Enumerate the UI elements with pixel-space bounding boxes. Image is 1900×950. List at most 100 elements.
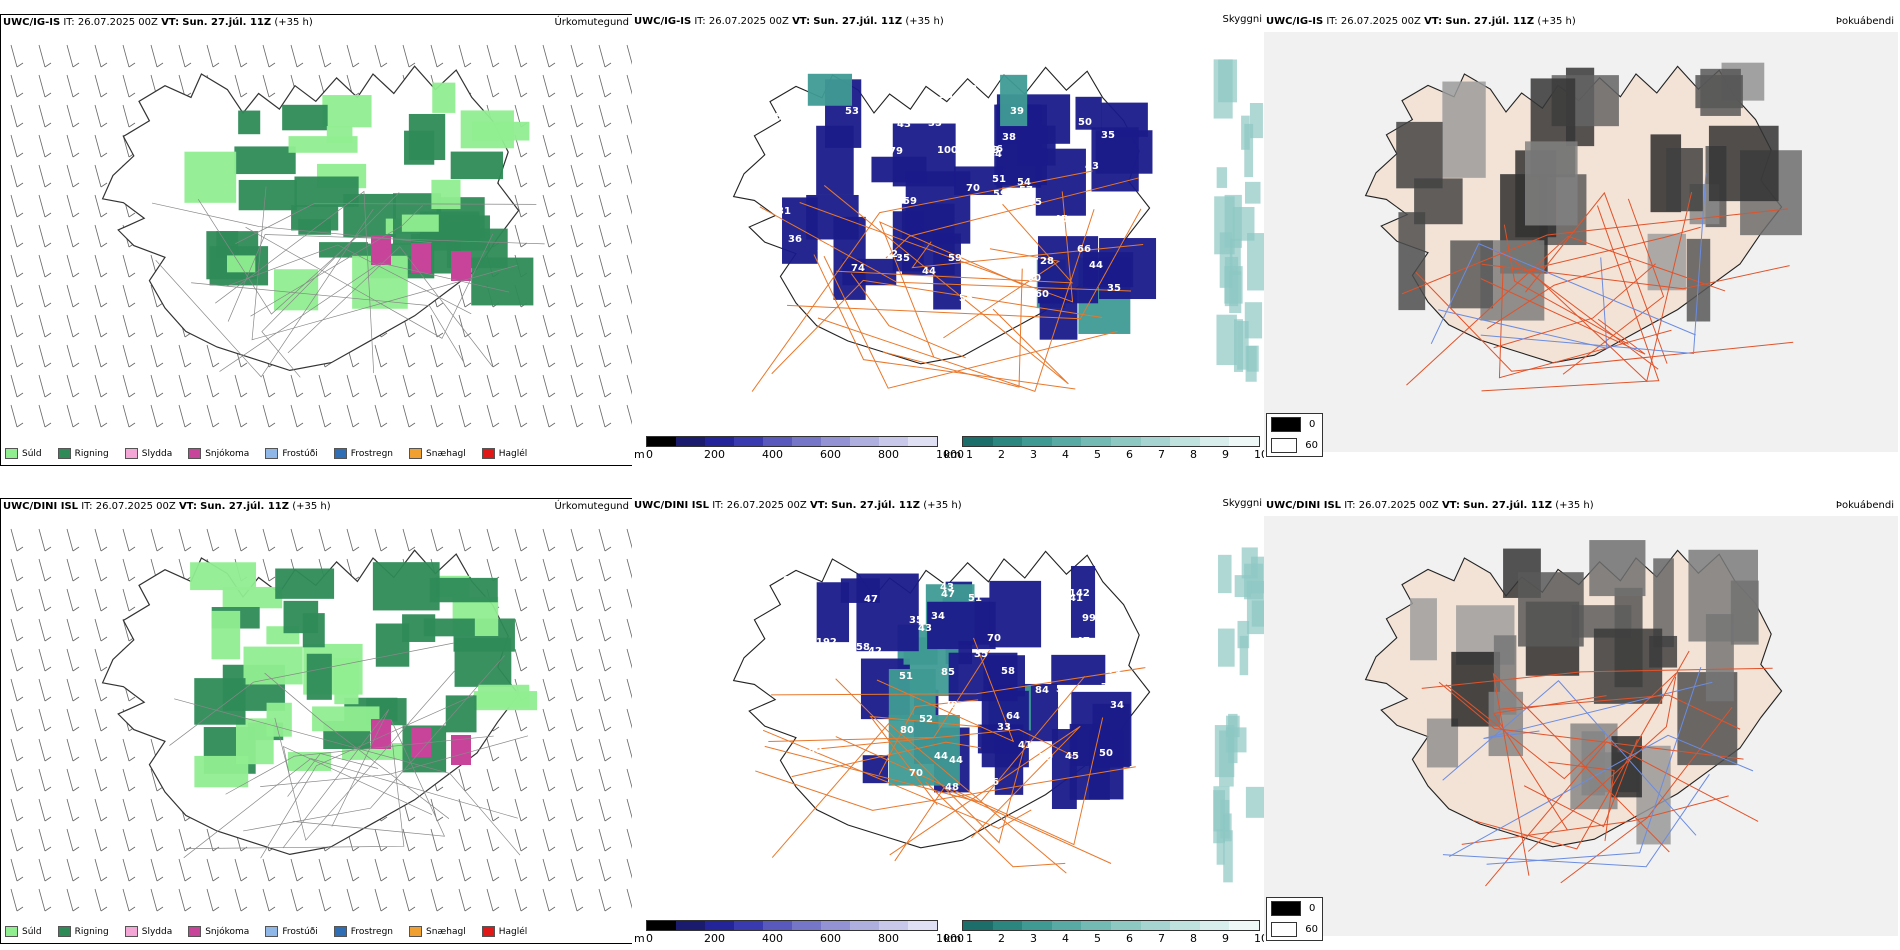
road (876, 637, 1015, 743)
road (197, 199, 359, 315)
wind-barb (514, 374, 528, 398)
wind-barb (458, 798, 472, 822)
valid-time: Sun. 27.júl. 11Z (1445, 16, 1535, 27)
road (1480, 173, 1707, 355)
wind-barb (94, 284, 108, 308)
cloud-base-value: 38 (1002, 132, 1016, 143)
fog-legend: 0 60 (1266, 897, 1323, 941)
wind-barb (38, 858, 52, 882)
road (823, 255, 1118, 389)
cloud-cell (1035, 148, 1086, 216)
model-name: UWC/IG-IS (3, 17, 61, 28)
road (1461, 795, 1729, 845)
precip-cell (275, 568, 335, 599)
road (183, 758, 518, 859)
cloud-base-value: 71 (1108, 665, 1122, 676)
wind-barb (374, 888, 388, 912)
wind-barb (514, 888, 528, 912)
cloud-base-value: 38 (1019, 187, 1033, 198)
wind-barb (66, 588, 80, 612)
panel-field-name: Skyggni (1222, 14, 1262, 25)
wind-barb (38, 708, 52, 732)
cloud-base-value: 33 (997, 722, 1011, 733)
fog-cell (1589, 540, 1646, 597)
wind-barb (122, 104, 136, 128)
fog-cell (1244, 181, 1261, 204)
road (879, 221, 1023, 358)
wind-barb (486, 858, 500, 882)
wind-barb (150, 314, 164, 338)
road (787, 208, 1142, 320)
wind-barb (598, 344, 612, 368)
wind-barb (430, 404, 444, 428)
fog-cell (1593, 628, 1663, 704)
wind-barb (514, 44, 528, 68)
wind-barb (66, 314, 80, 338)
wind-barb (514, 224, 528, 248)
wind-barb (66, 828, 80, 852)
road (260, 735, 529, 787)
road (925, 781, 1066, 868)
road (1442, 774, 1710, 868)
precip-cell (322, 95, 372, 128)
precip-cell (238, 110, 261, 135)
wind-barb (38, 404, 52, 428)
cloud-base-value: 44 (988, 149, 1002, 160)
wind-barb (542, 798, 556, 822)
cloud-base-value: 41 (1018, 740, 1032, 751)
road (835, 717, 1104, 846)
cloud-base-value: 44 (949, 755, 963, 766)
cloud-base-value: 31 (777, 206, 791, 217)
road (1493, 263, 1656, 349)
wind-barb (542, 104, 556, 128)
river (1562, 198, 1665, 375)
wind-barb (206, 374, 220, 398)
colorbar-unit: m (634, 448, 645, 461)
panel-title: UWC/IG-IS IT: 26.07.2025 00Z VT: Sun. 27… (3, 17, 313, 28)
fog-cell (1216, 167, 1228, 188)
wind-barb (598, 648, 612, 672)
wind-barb (178, 888, 192, 912)
cloud-base-value: 43 (940, 582, 954, 593)
wind-barb (38, 134, 52, 158)
wind-barb (94, 858, 108, 882)
road (287, 246, 493, 367)
wind-barb (122, 738, 136, 762)
cloud-base-value: 59 (1101, 571, 1115, 582)
wind-barb (150, 344, 164, 368)
wind-barb (38, 344, 52, 368)
init-time: 26.07.2025 00Z (1358, 500, 1439, 511)
road (759, 206, 1132, 292)
panel-title: UWC/DINI ISL IT: 26.07.2025 00Z VT: Sun.… (1266, 500, 1594, 511)
wind-barb (150, 528, 164, 552)
wind-barb (150, 828, 164, 852)
fog-cell (1214, 725, 1235, 778)
cloud-base-value: 42 (1036, 660, 1050, 671)
legend-label: Slydda (141, 926, 173, 937)
wind-barb (10, 314, 24, 338)
cloud-base-value: 36 (788, 234, 802, 245)
wind-barb (570, 164, 584, 188)
legend-swatch (333, 448, 347, 459)
wind-barb (598, 374, 612, 398)
wind-barb (66, 44, 80, 68)
wind-barb (570, 588, 584, 612)
river (1445, 672, 1677, 780)
colorbar-strip (962, 436, 1260, 447)
legend-label: Frostregn (350, 926, 394, 937)
cloud-base-value: 44 (1089, 260, 1103, 271)
snow-cell (451, 735, 471, 765)
wind-barb (458, 344, 472, 368)
wind-barb (514, 858, 528, 882)
wind-barb (38, 224, 52, 248)
precip-type-legend: Súld Rigning Slydda Snjókoma Frostúði Frostre… (5, 448, 537, 459)
wind-barb (206, 344, 220, 368)
wind-barb (374, 858, 388, 882)
wind-barb (262, 374, 276, 398)
wind-barb (486, 528, 500, 552)
road (243, 655, 505, 832)
cloud-base-value: 79 (944, 700, 958, 711)
fog-index-map (1264, 32, 1898, 452)
wind-barb (318, 888, 332, 912)
wind-barb (486, 374, 500, 398)
